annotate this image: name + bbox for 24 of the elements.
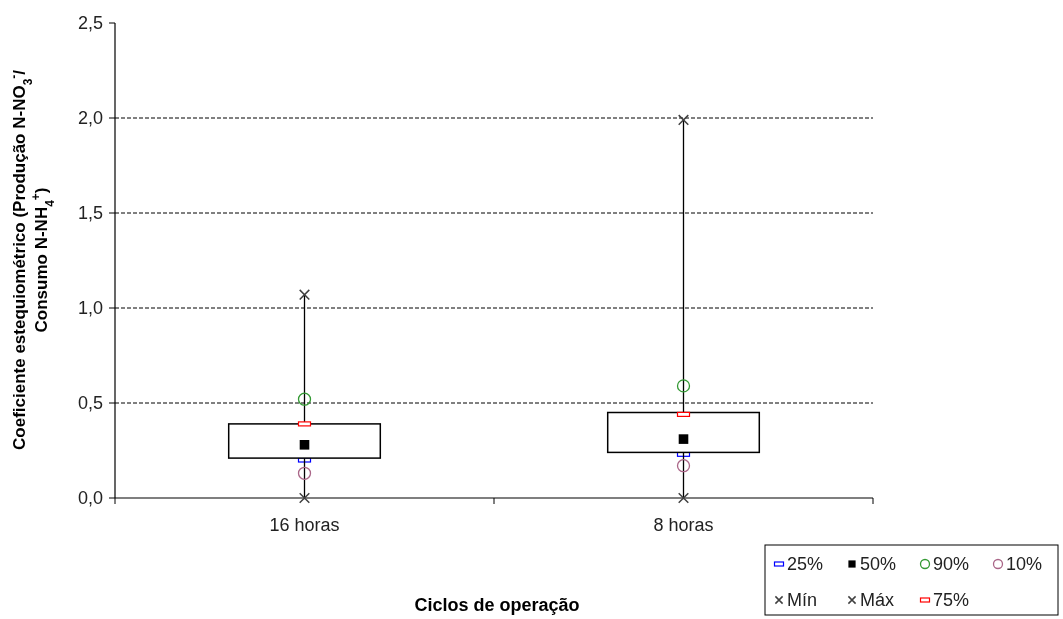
point — [298, 289, 311, 301]
point — [676, 459, 691, 473]
x-axis-title: Ciclos de operação — [414, 595, 580, 615]
legend-label: Máx — [860, 590, 895, 611]
point — [297, 466, 312, 480]
x-tick-label: 8 horas — [653, 515, 714, 535]
y-tick-label: 0,0 — [77, 488, 103, 509]
y-tick-label: 1,0 — [77, 298, 103, 319]
x-tick-label: 16 horas — [269, 515, 340, 535]
legend-label: Mín — [787, 590, 818, 611]
point — [677, 114, 690, 126]
legend-label: 50% — [860, 554, 897, 575]
y-tick-label: 2,0 — [77, 108, 103, 129]
y-tick-label: 2,5 — [77, 13, 103, 34]
point — [297, 392, 312, 406]
point — [298, 492, 311, 504]
point — [676, 379, 691, 393]
legend-label: 75% — [933, 590, 970, 611]
legend-label: 25% — [787, 554, 824, 575]
legend-label: 90% — [933, 554, 970, 575]
point — [677, 492, 690, 504]
y-tick-label: 1,5 — [77, 203, 103, 224]
legend-label: 10% — [1006, 554, 1043, 575]
y-tick-label: 0,5 — [77, 393, 103, 414]
